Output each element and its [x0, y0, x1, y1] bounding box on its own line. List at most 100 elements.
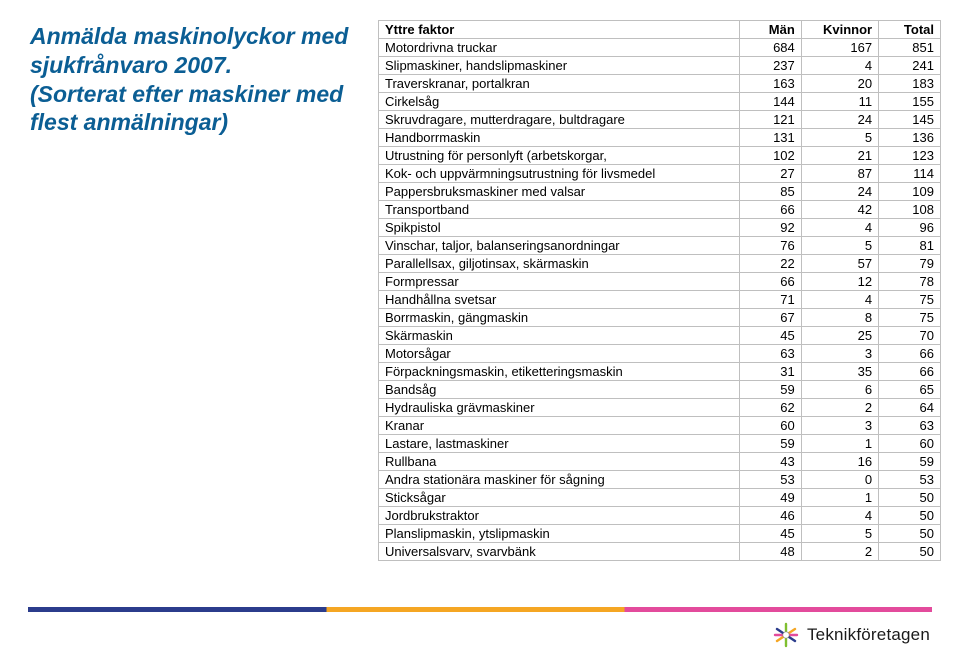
- table-row: Cirkelsåg14411155: [379, 93, 941, 111]
- cell-women: 1: [801, 489, 878, 507]
- table-row: Motordrivna truckar684167851: [379, 39, 941, 57]
- table-row: Utrustning för personlyft (arbetskorgar,…: [379, 147, 941, 165]
- cell-total: 109: [879, 183, 941, 201]
- cell-factor: Handborrmaskin: [379, 129, 740, 147]
- brand-logo-icon: [773, 622, 799, 648]
- table-row: Rullbana431659: [379, 453, 941, 471]
- title-line-2: (Sorterat efter maskiner med flest anmäl…: [30, 81, 343, 136]
- table-row: Handhållna svetsar71475: [379, 291, 941, 309]
- cell-men: 85: [739, 183, 801, 201]
- cell-men: 43: [739, 453, 801, 471]
- cell-women: 4: [801, 57, 878, 75]
- cell-women: 57: [801, 255, 878, 273]
- cell-total: 59: [879, 453, 941, 471]
- cell-total: 78: [879, 273, 941, 291]
- cell-men: 63: [739, 345, 801, 363]
- cell-total: 75: [879, 309, 941, 327]
- cell-men: 59: [739, 435, 801, 453]
- cell-total: 155: [879, 93, 941, 111]
- table-header-row: Yttre faktor Män Kvinnor Total: [379, 21, 941, 39]
- cell-total: 66: [879, 363, 941, 381]
- table-row: Jordbrukstraktor46450: [379, 507, 941, 525]
- cell-factor: Jordbrukstraktor: [379, 507, 740, 525]
- cell-factor: Andra stationära maskiner för sågning: [379, 471, 740, 489]
- title-line-1: Anmälda maskinolyckor med sjukfrånvaro 2…: [30, 23, 348, 78]
- cell-men: 66: [739, 273, 801, 291]
- cell-men: 237: [739, 57, 801, 75]
- cell-factor: Förpackningsmaskin, etiketteringsmaskin: [379, 363, 740, 381]
- cell-factor: Parallellsax, giljotinsax, skärmaskin: [379, 255, 740, 273]
- brand-name: Teknikföretagen: [807, 625, 930, 645]
- cell-total: 66: [879, 345, 941, 363]
- cell-men: 163: [739, 75, 801, 93]
- table-row: Skruvdragare, mutterdragare, bultdragare…: [379, 111, 941, 129]
- cell-men: 46: [739, 507, 801, 525]
- cell-men: 60: [739, 417, 801, 435]
- table-row: Universalsvarv, svarvbänk48250: [379, 543, 941, 561]
- cell-total: 64: [879, 399, 941, 417]
- cell-factor: Borrmaskin, gängmaskin: [379, 309, 740, 327]
- cell-women: 6: [801, 381, 878, 399]
- cell-men: 76: [739, 237, 801, 255]
- table-row: Slipmaskiner, handslipmaskiner2374241: [379, 57, 941, 75]
- cell-total: 241: [879, 57, 941, 75]
- table-row: Andra stationära maskiner för sågning530…: [379, 471, 941, 489]
- cell-men: 53: [739, 471, 801, 489]
- cell-men: 131: [739, 129, 801, 147]
- cell-women: 4: [801, 291, 878, 309]
- cell-women: 5: [801, 237, 878, 255]
- cell-factor: Sticksågar: [379, 489, 740, 507]
- cell-men: 71: [739, 291, 801, 309]
- table-row: Lastare, lastmaskiner59160: [379, 435, 941, 453]
- cell-women: 24: [801, 111, 878, 129]
- table-row: Sticksågar49150: [379, 489, 941, 507]
- cell-women: 3: [801, 417, 878, 435]
- cell-factor: Rullbana: [379, 453, 740, 471]
- table-row: Pappersbruksmaskiner med valsar8524109: [379, 183, 941, 201]
- cell-factor: Vinschar, taljor, balanseringsanordninga…: [379, 237, 740, 255]
- cell-total: 70: [879, 327, 941, 345]
- table-row: Förpackningsmaskin, etiketteringsmaskin3…: [379, 363, 941, 381]
- brand-logo: Teknikföretagen: [773, 622, 930, 648]
- cell-men: 27: [739, 165, 801, 183]
- cell-total: 114: [879, 165, 941, 183]
- cell-men: 45: [739, 327, 801, 345]
- cell-factor: Cirkelsåg: [379, 93, 740, 111]
- cell-men: 45: [739, 525, 801, 543]
- cell-women: 42: [801, 201, 878, 219]
- table-row: Borrmaskin, gängmaskin67875: [379, 309, 941, 327]
- cell-men: 31: [739, 363, 801, 381]
- cell-total: 75: [879, 291, 941, 309]
- cell-total: 50: [879, 543, 941, 561]
- table-row: Vinschar, taljor, balanseringsanordninga…: [379, 237, 941, 255]
- cell-total: 60: [879, 435, 941, 453]
- cell-women: 2: [801, 399, 878, 417]
- cell-factor: Handhållna svetsar: [379, 291, 740, 309]
- cell-total: 63: [879, 417, 941, 435]
- table-row: Kok- och uppvärmningsutrustning för livs…: [379, 165, 941, 183]
- table-row: Bandsåg59665: [379, 381, 941, 399]
- table-row: Motorsågar63366: [379, 345, 941, 363]
- cell-men: 48: [739, 543, 801, 561]
- cell-total: 50: [879, 507, 941, 525]
- col-header-total: Total: [879, 21, 941, 39]
- cell-factor: Pappersbruksmaskiner med valsar: [379, 183, 740, 201]
- cell-factor: Motorsågar: [379, 345, 740, 363]
- cell-women: 35: [801, 363, 878, 381]
- table-row: Transportband6642108: [379, 201, 941, 219]
- table-row: Planslipmaskin, ytslipmaskin45550: [379, 525, 941, 543]
- cell-total: 53: [879, 471, 941, 489]
- cell-women: 87: [801, 165, 878, 183]
- cell-factor: Transportband: [379, 201, 740, 219]
- cell-men: 49: [739, 489, 801, 507]
- cell-factor: Planslipmaskin, ytslipmaskin: [379, 525, 740, 543]
- cell-men: 92: [739, 219, 801, 237]
- cell-women: 4: [801, 219, 878, 237]
- cell-factor: Bandsåg: [379, 381, 740, 399]
- cell-men: 22: [739, 255, 801, 273]
- col-header-men: Män: [739, 21, 801, 39]
- cell-women: 4: [801, 507, 878, 525]
- cell-factor: Traverskranar, portalkran: [379, 75, 740, 93]
- cell-women: 25: [801, 327, 878, 345]
- cell-women: 3: [801, 345, 878, 363]
